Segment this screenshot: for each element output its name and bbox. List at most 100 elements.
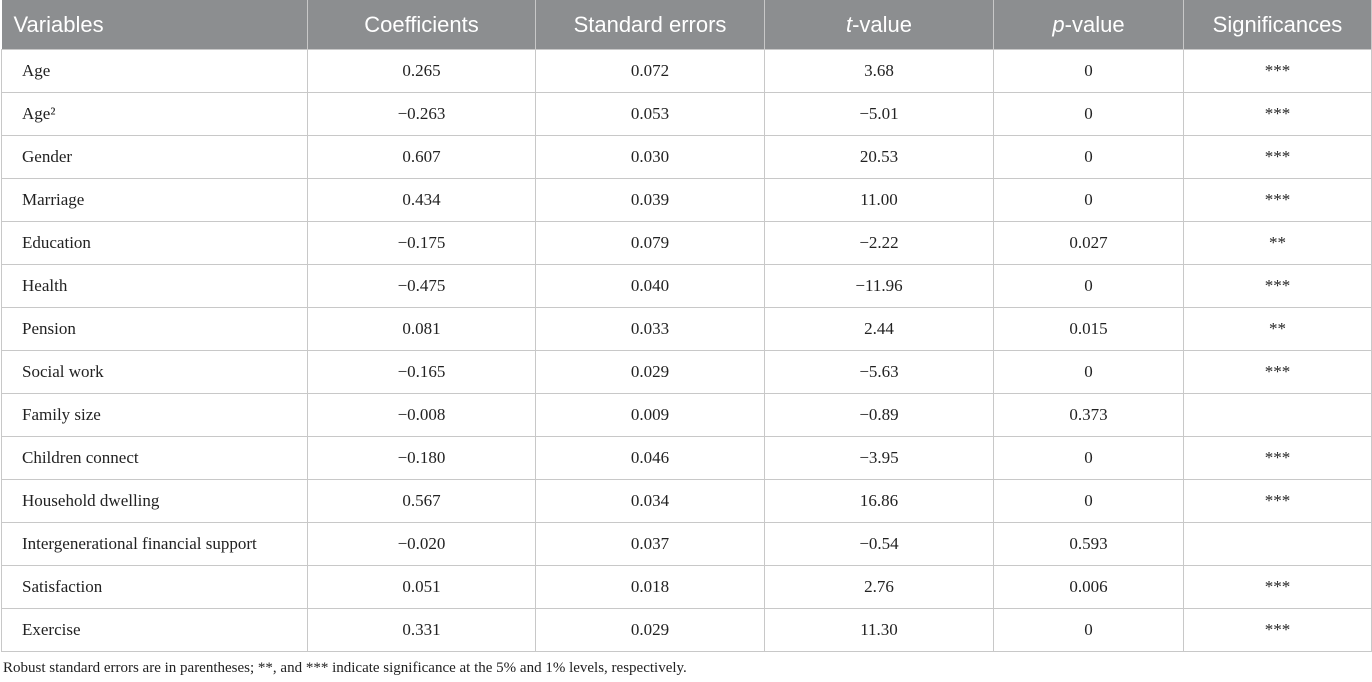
table-cell: −0.180	[307, 436, 536, 480]
table-cell: −0.175	[307, 221, 536, 265]
table-row: Education −0.175 0.079 −2.22 0.027 **	[1, 221, 1372, 265]
table-cell: 0.037	[535, 522, 765, 566]
table-cell: −2.22	[764, 221, 994, 265]
table-cell: 0.434	[307, 178, 536, 222]
table-cell	[1183, 522, 1372, 566]
table-cell: 0.053	[535, 92, 765, 136]
variable-name: Satisfaction	[1, 565, 308, 609]
variable-name: Gender	[1, 135, 308, 179]
table-cell: 0.027	[993, 221, 1184, 265]
table-row: Health −0.475 0.040 −11.96 0 ***	[1, 264, 1372, 308]
results-table: Variables Coefficients Standard errors t-va…	[1, 0, 1372, 652]
variable-name: Exercise	[1, 608, 308, 652]
table-cell: **	[1183, 221, 1372, 265]
table-cell: 0	[993, 264, 1184, 308]
table-cell: −5.63	[764, 350, 994, 394]
table-cell: 0.593	[993, 522, 1184, 566]
table-cell: ***	[1183, 565, 1372, 609]
table-row: Pension 0.081 0.033 2.44 0.015 **	[1, 307, 1372, 351]
table-cell: **	[1183, 307, 1372, 351]
table-cell: 0	[993, 608, 1184, 652]
table-cell: ***	[1183, 436, 1372, 480]
table-cell: 0.040	[535, 264, 765, 308]
table-cell: 0	[993, 436, 1184, 480]
table-cell: 0	[993, 178, 1184, 222]
table-cell: 3.68	[764, 49, 994, 93]
table-row: Age² −0.263 0.053 −5.01 0 ***	[1, 92, 1372, 136]
column-header: Variables	[1, 0, 308, 50]
column-header: Coefficients	[307, 0, 536, 50]
table-cell: −0.89	[764, 393, 994, 437]
table-cell: 0.033	[535, 307, 765, 351]
column-header: t-value	[764, 0, 994, 50]
table-row: Children connect −0.180 0.046 −3.95 0 ***	[1, 436, 1372, 480]
table-cell: −0.165	[307, 350, 536, 394]
table-cell: 0	[993, 49, 1184, 93]
column-header: Standard errors	[535, 0, 765, 50]
header-row: Variables Coefficients Standard errors t-va…	[1, 0, 1372, 50]
column-header: Significances	[1183, 0, 1372, 50]
table-cell: 0.265	[307, 49, 536, 93]
table-cell: 0.607	[307, 135, 536, 179]
table-row: Marriage 0.434 0.039 11.00 0 ***	[1, 178, 1372, 222]
table-row: Social work −0.165 0.029 −5.63 0 ***	[1, 350, 1372, 394]
table-row: Exercise 0.331 0.029 11.30 0 ***	[1, 608, 1372, 652]
table-cell: 0	[993, 479, 1184, 523]
table-cell: 0.331	[307, 608, 536, 652]
variable-name: Health	[1, 264, 308, 308]
table-cell: 16.86	[764, 479, 994, 523]
table-cell: ***	[1183, 92, 1372, 136]
table-cell: ***	[1183, 135, 1372, 179]
table-cell: −0.263	[307, 92, 536, 136]
table-cell: −3.95	[764, 436, 994, 480]
table-row: Gender 0.607 0.030 20.53 0 ***	[1, 135, 1372, 179]
variable-name: Household dwelling	[1, 479, 308, 523]
table-cell: ***	[1183, 608, 1372, 652]
table-cell: 0.081	[307, 307, 536, 351]
table-cell: ***	[1183, 178, 1372, 222]
table-cell: −0.54	[764, 522, 994, 566]
table-cell	[1183, 393, 1372, 437]
table-cell: 2.44	[764, 307, 994, 351]
table-row: Intergenerational financial support −0.02…	[1, 522, 1372, 566]
table-cell: 0.029	[535, 608, 765, 652]
table-row: Family size −0.008 0.009 −0.89 0.373	[1, 393, 1372, 437]
table-cell: 0.029	[535, 350, 765, 394]
table-cell: 0.046	[535, 436, 765, 480]
table-cell: 0.373	[993, 393, 1184, 437]
table-cell: −11.96	[764, 264, 994, 308]
table-cell: −0.475	[307, 264, 536, 308]
table-cell: 0	[993, 135, 1184, 179]
variable-name: Age²	[1, 92, 308, 136]
table-cell: 0.034	[535, 479, 765, 523]
table-cell: ***	[1183, 264, 1372, 308]
variable-name: Family size	[1, 393, 308, 437]
table-body: Age 0.265 0.072 3.68 0 *** Age² −0.263 0.053 −5.0…	[1, 49, 1372, 652]
table-cell: 11.30	[764, 608, 994, 652]
table-cell: ***	[1183, 479, 1372, 523]
table-cell: −0.008	[307, 393, 536, 437]
table-cell: −5.01	[764, 92, 994, 136]
table-cell: 20.53	[764, 135, 994, 179]
table-cell: 0.015	[993, 307, 1184, 351]
table-cell: 2.76	[764, 565, 994, 609]
table-cell: 0.018	[535, 565, 765, 609]
table-cell: 0.039	[535, 178, 765, 222]
variable-name: Social work	[1, 350, 308, 394]
table-row: Age 0.265 0.072 3.68 0 ***	[1, 49, 1372, 93]
variable-name: Pension	[1, 307, 308, 351]
variable-name: Marriage	[1, 178, 308, 222]
column-header: p-value	[993, 0, 1184, 50]
table-cell: 0.051	[307, 565, 536, 609]
table-cell: 0.567	[307, 479, 536, 523]
table-cell: ***	[1183, 49, 1372, 93]
table-cell: 11.00	[764, 178, 994, 222]
table-cell: ***	[1183, 350, 1372, 394]
table-cell: 0.030	[535, 135, 765, 179]
variable-name: Children connect	[1, 436, 308, 480]
variable-name: Age	[1, 49, 308, 93]
table-cell: 0.006	[993, 565, 1184, 609]
table-cell: 0.072	[535, 49, 765, 93]
variable-name: Intergenerational financial support	[1, 522, 308, 566]
variable-name: Education	[1, 221, 308, 265]
